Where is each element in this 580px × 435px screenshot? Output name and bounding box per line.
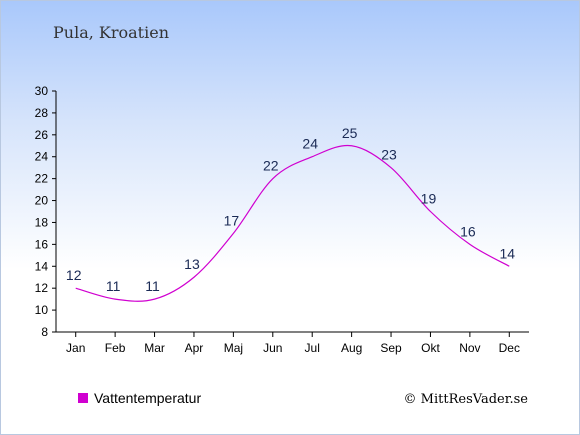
data-label: 14 (500, 245, 516, 261)
y-tick-label: 28 (35, 106, 49, 120)
legend-swatch (78, 393, 88, 403)
x-tick-label: Nov (459, 341, 480, 355)
x-tick-label: Sep (380, 341, 402, 355)
x-tick-label: Feb (105, 341, 126, 355)
data-label: 12 (66, 267, 82, 283)
x-tick-label: Maj (224, 341, 243, 355)
y-tick-label: 16 (35, 237, 49, 251)
data-labels: 12 11 11 13 17 22 24 25 23 19 16 14 (66, 125, 515, 294)
y-tick-label: 18 (35, 215, 49, 229)
y-tick-label: 12 (35, 281, 49, 295)
data-label: 22 (263, 158, 279, 174)
x-tick-label: Mar (144, 341, 165, 355)
data-label: 11 (145, 278, 160, 294)
data-label: 16 (460, 223, 476, 239)
credit-text: © MittResVader.se (404, 392, 529, 407)
x-tick-label: Jul (305, 341, 320, 355)
y-tick-label: 14 (35, 259, 49, 273)
data-label: 25 (342, 125, 358, 141)
x-tick-label: Aug (341, 341, 362, 355)
y-tick-label: 26 (35, 128, 49, 142)
data-label: 19 (421, 191, 437, 207)
y-tick-label: 24 (35, 150, 49, 164)
data-label: 24 (302, 136, 318, 152)
x-tick-label: Okt (421, 341, 440, 355)
y-tick-label: 10 (35, 303, 49, 317)
y-tick-label: 22 (35, 172, 49, 186)
data-label: 11 (106, 278, 121, 294)
y-tick-label: 8 (41, 325, 48, 339)
x-tick-label: Jan (66, 341, 85, 355)
x-tick-label: Dec (499, 341, 520, 355)
x-tick-label: Apr (185, 341, 204, 355)
axes: 8 10 12 14 16 18 20 22 24 26 28 30 Jan Feb Mar Apr Maj Ju… (35, 84, 529, 355)
data-label: 23 (381, 147, 397, 163)
chart-title: Pula, Kroatien (53, 23, 169, 42)
x-tick-label: Jun (263, 341, 282, 355)
data-label: 17 (224, 212, 240, 228)
data-label: 13 (184, 256, 200, 272)
y-tick-label: 20 (35, 194, 49, 208)
legend-label: Vattentemperatur (94, 390, 201, 406)
y-tick-label: 30 (35, 84, 49, 98)
series-line-vattentemperatur (75, 144, 510, 302)
